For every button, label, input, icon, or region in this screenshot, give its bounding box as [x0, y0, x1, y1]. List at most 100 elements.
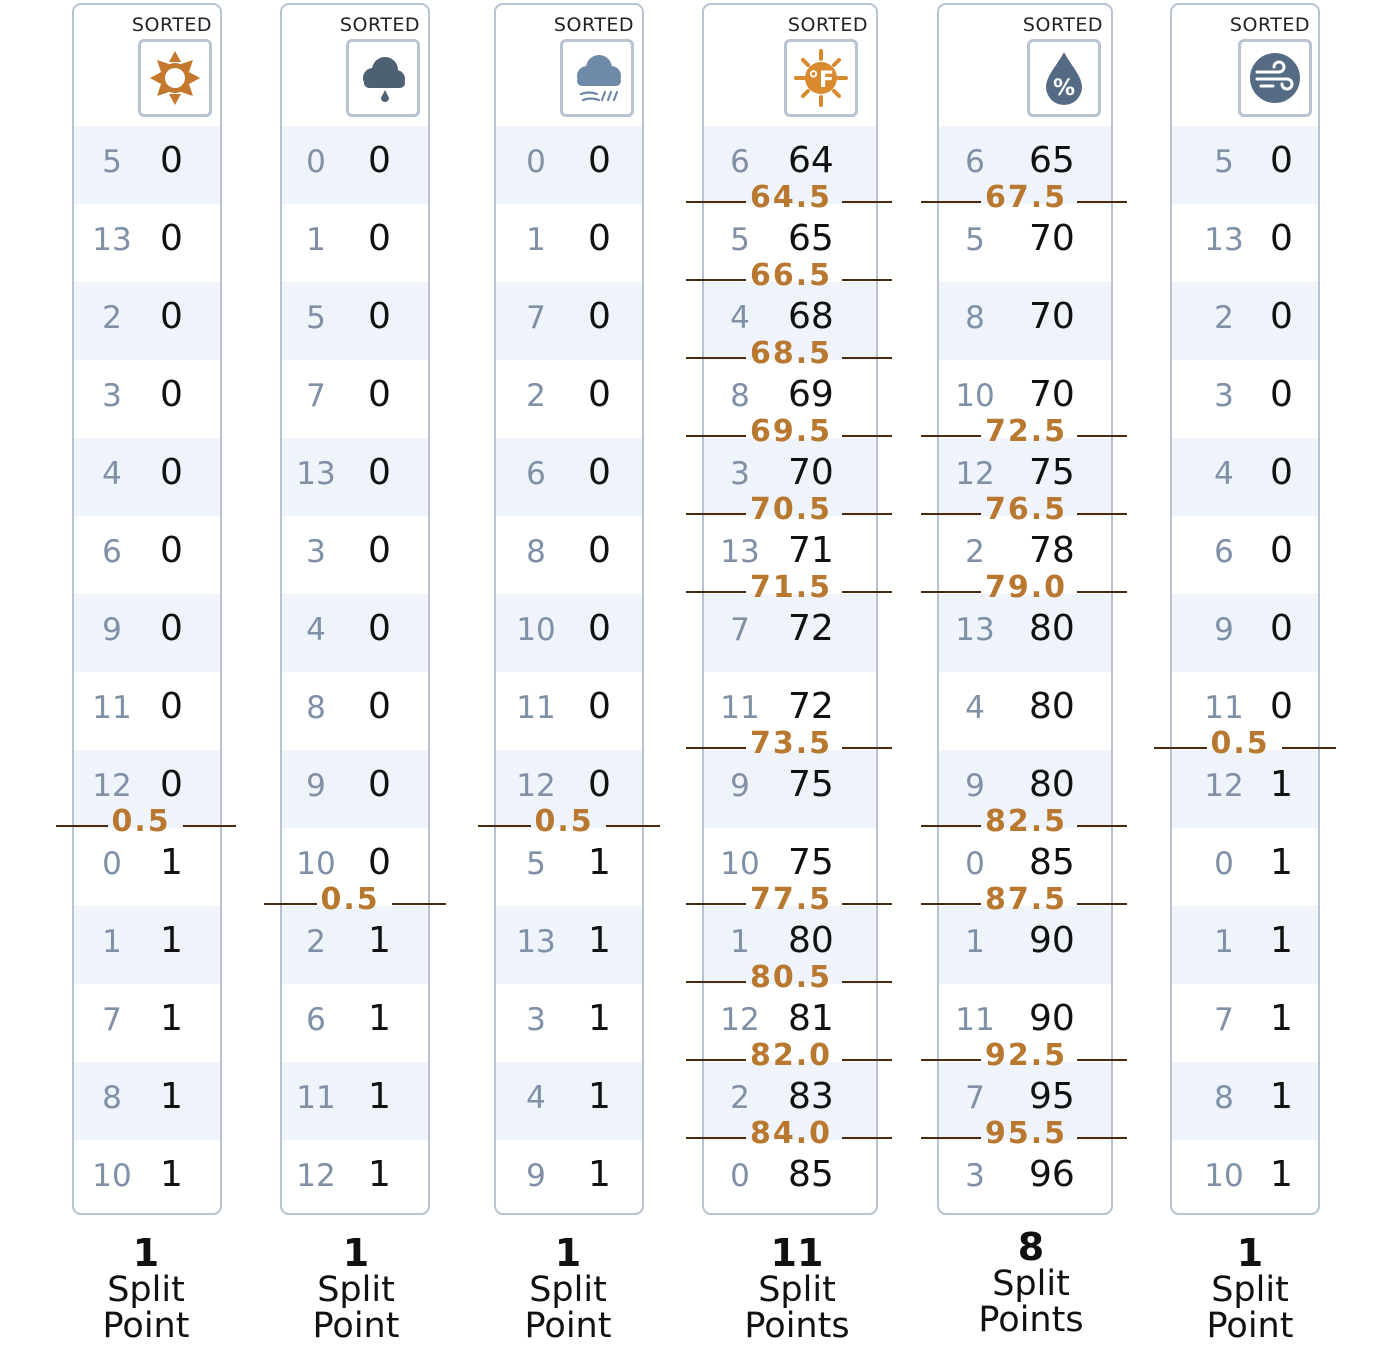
split-point-value: 80.5	[750, 960, 833, 995]
row-value: 0	[160, 296, 183, 337]
split-line-left	[686, 747, 746, 749]
table-row: 1 80	[704, 906, 876, 984]
row-index: 12	[720, 1002, 760, 1038]
split-line-left	[686, 357, 746, 359]
row-index: 4	[1214, 456, 1234, 492]
row-index: 12	[92, 768, 132, 804]
split-line-right	[1077, 201, 1127, 203]
row-index: 1	[102, 924, 122, 960]
row-value: 68	[788, 296, 834, 337]
column-outlook-sunny: SORTED 5 0 13 0 2 0 3 0 4 0 6 0 9 0 11 0 12 0 0 1 1 1 7 1 8 1 10 1	[72, 3, 222, 1215]
svg-text:°F: °F	[808, 68, 834, 93]
sun-icon	[138, 39, 212, 117]
split-line-left	[921, 825, 981, 827]
split-line-left	[1154, 747, 1207, 749]
split-caption: Split	[529, 1270, 607, 1310]
split-line-right	[842, 513, 892, 515]
row-index: 9	[1214, 612, 1234, 648]
split-point-value: 82.5	[985, 804, 1068, 839]
split-caption: Point	[1206, 1306, 1294, 1346]
row-value: 1	[160, 1154, 183, 1195]
split-line-left	[921, 513, 981, 515]
split-line-right	[1281, 747, 1336, 749]
row-index: 1	[730, 924, 750, 960]
row-index: 5	[730, 222, 750, 258]
row-value: 0	[368, 842, 391, 883]
row-value: 0	[368, 764, 391, 805]
row-value: 1	[1270, 1154, 1293, 1195]
split-point-marker: 70.5	[686, 492, 892, 532]
row-value: 0	[160, 452, 183, 493]
split-caption: Point	[102, 1306, 190, 1346]
row-value: 0	[368, 374, 391, 415]
row-value: 64	[788, 140, 834, 181]
table-row: 10 1	[1172, 1140, 1318, 1213]
table-row: 10 1	[74, 1140, 220, 1213]
split-count: 1	[554, 1231, 582, 1275]
row-value: 72	[788, 686, 834, 727]
row-index: 11	[92, 690, 132, 726]
table-row: 2 78	[939, 516, 1111, 594]
split-point-value: 92.5	[985, 1038, 1068, 1073]
split-count-footer: 1 Split Point	[1170, 1234, 1330, 1344]
split-point-value: 68.5	[750, 336, 833, 371]
row-index: 4	[730, 300, 750, 336]
row-value: 78	[1029, 530, 1075, 571]
split-line-right	[842, 357, 892, 359]
row-index: 6	[1214, 534, 1234, 570]
row-value: 70	[1029, 218, 1075, 259]
split-line-right	[842, 1137, 892, 1139]
table-row: 12 1	[282, 1140, 428, 1213]
split-count: 1	[342, 1231, 370, 1275]
sorted-label: SORTED	[339, 14, 420, 36]
row-index: 9	[965, 768, 985, 804]
split-point-marker: 82.5	[921, 804, 1127, 844]
row-value: 1	[160, 920, 183, 961]
split-point-marker: 64.5	[686, 180, 892, 220]
split-point-value: 66.5	[750, 258, 833, 293]
table-row: 12 1	[1172, 750, 1318, 828]
split-point-value: 73.5	[750, 726, 833, 761]
split-line-right	[1077, 591, 1127, 593]
row-value: 80	[1029, 764, 1075, 805]
row-value: 70	[1029, 296, 1075, 337]
row-value: 0	[1270, 218, 1293, 259]
split-point-value: 64.5	[750, 180, 833, 215]
split-point-marker: 84.0	[686, 1116, 892, 1156]
row-index: 3	[526, 1002, 546, 1038]
split-count-footer: 1 Split Point	[276, 1234, 436, 1344]
row-index: 2	[526, 378, 546, 414]
split-line-left	[921, 435, 981, 437]
row-value: 1	[588, 1076, 611, 1117]
split-point-value: 70.5	[750, 492, 833, 527]
split-caption: Point	[524, 1306, 612, 1346]
row-index: 3	[306, 534, 326, 570]
row-value: 1	[588, 920, 611, 961]
table-row: 3 96	[939, 1140, 1111, 1213]
split-point-value: 72.5	[985, 414, 1068, 449]
row-index: 0	[965, 846, 985, 882]
row-value: 0	[368, 140, 391, 181]
split-point-marker: 76.5	[921, 492, 1127, 532]
row-value: 80	[1029, 608, 1075, 649]
row-value: 1	[1270, 998, 1293, 1039]
split-line-left	[56, 825, 108, 827]
column-outlook-overcast: SORTED 0 0 1 0 7 0 2 0 6 0 8 0 10 0 11 0 12 0 5 1 13 1 3 1 4 1 9 1	[494, 3, 644, 1215]
split-line-right	[1077, 513, 1127, 515]
split-point-marker: 69.5	[686, 414, 892, 454]
row-index: 10	[296, 846, 336, 882]
row-index: 13	[296, 456, 336, 492]
row-index: 13	[1204, 222, 1244, 258]
row-value: 0	[1270, 140, 1293, 181]
column-wind: SORTED 5 0 13 0 2 0 3 0 4 0 6 0 9 0 11 0 12 1 0 1 1 1 7 1 8 1 10 1	[1170, 3, 1320, 1215]
